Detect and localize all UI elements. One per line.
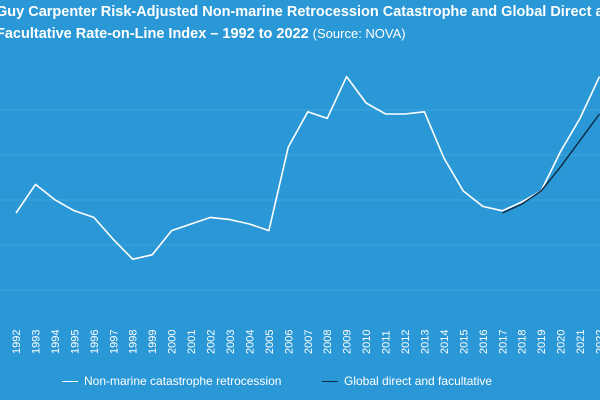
x-tick-label: 2018	[517, 330, 529, 354]
x-tick-label: 2014	[439, 330, 451, 354]
x-tick-label: 2017	[497, 330, 509, 354]
x-tick-label: 2008	[322, 330, 334, 354]
series-lines	[15, 75, 600, 261]
x-tick-label: 2016	[478, 330, 490, 354]
series-line-direct-facultative	[502, 113, 600, 214]
series-line-retrocession	[15, 75, 600, 261]
legend-swatch-retrocession	[62, 380, 78, 382]
x-tick-label: 1995	[69, 330, 81, 354]
x-tick-label: 1992	[11, 330, 23, 354]
x-tick-label: 1998	[128, 330, 140, 354]
x-tick-label: 2007	[303, 330, 315, 354]
legend-item-direct-facultative: Global direct and facultative	[322, 374, 492, 388]
legend-item-retrocession: Non-marine catastrophe retrocession	[62, 374, 281, 388]
chart-source: (Source: NOVA)	[312, 26, 406, 41]
x-tick-label: 2000	[167, 330, 179, 354]
x-tick-label: 2004	[244, 330, 256, 354]
x-tick-label: 2011	[381, 330, 393, 354]
chart-title-line2: Facultative Rate-on-Line Index – 1992 to…	[0, 23, 600, 45]
x-tick-label: 2006	[283, 330, 295, 354]
legend-label-direct-facultative: Global direct and facultative	[344, 374, 493, 388]
chart-title-line1: Guy Carpenter Risk-Adjusted Non-marine R…	[0, 4, 600, 20]
x-tick-label: 2002	[206, 330, 218, 354]
gridlines	[0, 109, 600, 291]
x-tick-label: 2003	[225, 330, 237, 354]
x-tick-label: 1994	[50, 330, 62, 354]
x-tick-label: 2001	[186, 330, 198, 354]
x-tick-label: 2015	[458, 330, 470, 354]
legend-swatch-direct-facultative	[322, 380, 338, 382]
x-tick-label: 2009	[342, 330, 354, 354]
x-tick-label: 2019	[536, 330, 548, 354]
x-tick-label: 1996	[89, 330, 101, 354]
x-tick-label: 1999	[147, 330, 159, 354]
legend-label-retrocession: Non-marine catastrophe retrocession	[84, 374, 282, 388]
x-tick-label: 2010	[361, 330, 373, 354]
x-tick-label: 1997	[108, 330, 120, 354]
x-tick-label: 1993	[30, 330, 42, 354]
x-tick-label: 2020	[556, 330, 568, 354]
x-tick-label: 2013	[419, 330, 431, 354]
chart-title-line2-text: Facultative Rate-on-Line Index – 1992 to…	[0, 26, 309, 42]
legend: Non-marine catastrophe retrocession Glob…	[0, 374, 600, 394]
x-tick-label: 2012	[400, 330, 412, 354]
x-tick-label: 2005	[264, 330, 276, 354]
x-tick-label: 2022	[595, 330, 600, 354]
chart-title: Guy Carpenter Risk-Adjusted Non-marine R…	[0, 2, 600, 45]
x-tick-label: 2021	[575, 330, 587, 354]
x-axis-tick-labels: 1992 1993 1994 1995 1996 1997 1998 1999 2000 2001…	[11, 330, 600, 354]
